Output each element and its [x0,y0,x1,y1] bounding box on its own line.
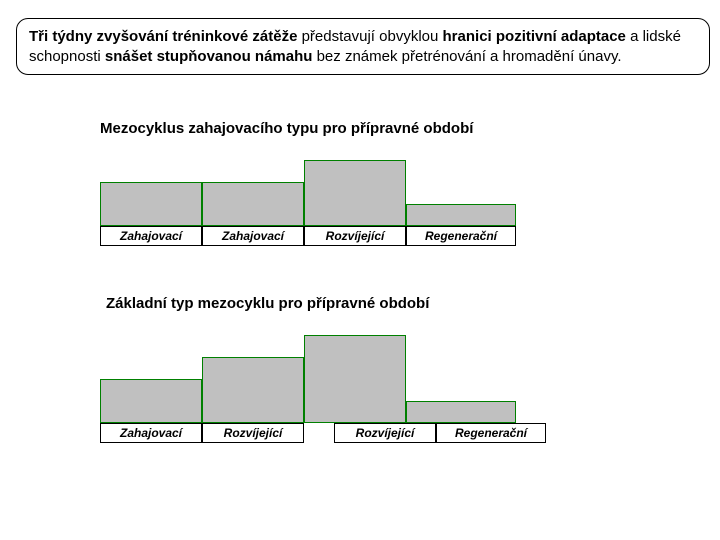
bar-body [202,357,304,423]
bar-body [406,401,516,423]
bar: Rozvíjející [304,160,406,246]
info-text-span: hranici pozitivní adaptace [443,28,631,45]
bar-label: Zahajovací [100,423,202,443]
bar: Zahajovací [202,182,304,246]
bar: Zahajovací [100,379,202,443]
bar-label: Rozvíjející [304,226,406,246]
mesocycle-chart-1: ZahajovacíZahajovacíRozvíjejícíRegenerač… [100,160,516,246]
bar: Zahajovací [100,182,202,246]
bar-label: Regenerační [406,226,516,246]
bar: Regenerační [406,204,516,246]
bar-label: Zahajovací [100,226,202,246]
bar-label: Regenerační [436,423,546,443]
section1-title: Mezocyklus zahajovacího typu pro příprav… [100,120,473,137]
bar-body [202,182,304,226]
bar-body [100,182,202,226]
bar: Rozvíjející [304,335,406,443]
info-text-span: představují obvyklou [302,28,443,45]
info-text-span: Tři týdny zvyšování tréninkové zátěže [29,28,302,45]
bar-label: Rozvíjející [334,423,436,443]
bar-body [304,335,406,423]
bar-body [304,160,406,226]
section2-title: Základní typ mezocyklu pro přípravné obd… [106,295,429,312]
bar-label: Rozvíjející [202,423,304,443]
mesocycle-chart-2: ZahajovacíRozvíjejícíRozvíjejícíRegenera… [100,335,516,443]
info-text-span: bez známek přetrénování a hromadění únav… [317,48,622,65]
bar: Rozvíjející [202,357,304,443]
bar-body [406,204,516,226]
bar-body [100,379,202,423]
bar-label: Zahajovací [202,226,304,246]
info-text-span: snášet stupňovanou námahu [105,48,317,65]
info-box: Tři týdny zvyšování tréninkové zátěže př… [16,18,710,75]
